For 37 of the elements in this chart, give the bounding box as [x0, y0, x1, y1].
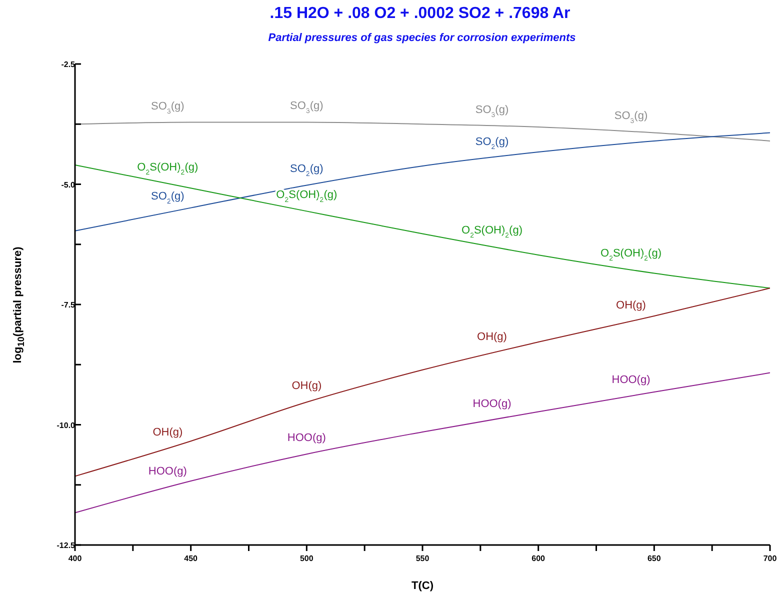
annotation: HOO(g) — [148, 465, 187, 478]
annotation: OH(g) — [477, 331, 507, 344]
x-tick-label: 450 — [184, 554, 198, 563]
annotation: SO$_{2}$(g) — [475, 136, 509, 150]
x-tick-label: 600 — [532, 554, 546, 563]
annotation: SO$_{3}$(g) — [475, 104, 509, 119]
annotation: O$_{2}$S(OH)$_{2}$(g) — [462, 224, 522, 239]
annotation: OH(g) — [292, 380, 322, 392]
line-series — [75, 372, 770, 514]
x-tick-label: 700 — [763, 554, 777, 563]
annotation: SO$_{3}$(g) — [290, 100, 324, 115]
annotation: O$_{2}$S(OH)$_{2}$(g) — [600, 247, 662, 262]
x-tick-label: 550 — [416, 554, 430, 563]
annotation: HOO(g) — [612, 374, 650, 386]
x-axis-title: T(C) — [410, 580, 434, 592]
line-series — [75, 164, 770, 289]
annotation: O$_{2}$S(OH)$_{2}$(g) — [276, 189, 338, 204]
annotation: O$_{2}$S(OH)$_{2}$(g) — [137, 161, 198, 176]
y-tick-label: -2.5 — [61, 60, 76, 69]
annotation: HOO(g) — [472, 398, 512, 410]
annotation: HOO(g) — [287, 432, 326, 444]
x-tick-label: 500 — [300, 554, 314, 563]
annotation: OH(g) — [616, 299, 646, 312]
y-tick-label: -12.5 — [56, 541, 76, 550]
annotation: OH(g) — [152, 426, 183, 438]
x-tick-label: 650 — [647, 554, 662, 563]
y-tick-label: -7.5 — [61, 300, 76, 310]
x-tick-label: 400 — [68, 554, 82, 563]
annotation: SO$_{2}$(g) — [151, 190, 184, 206]
annotation: SO$_{2}$(g) — [290, 163, 324, 178]
line-series — [75, 288, 770, 477]
annotation: SO$_{3}$(g) — [614, 110, 648, 124]
chart-subtitle: Partial pressures of gas species for corrosion experiments — [267, 32, 577, 44]
chart-title: .15 H2O + .08 O2 + .0002 SO2 + .7698 Ar — [268, 5, 572, 23]
y-tick-label: -5.0 — [61, 180, 76, 190]
annotation: SO$_{3}$(g) — [151, 100, 184, 116]
y-tick-label: -10.0 — [56, 420, 76, 430]
